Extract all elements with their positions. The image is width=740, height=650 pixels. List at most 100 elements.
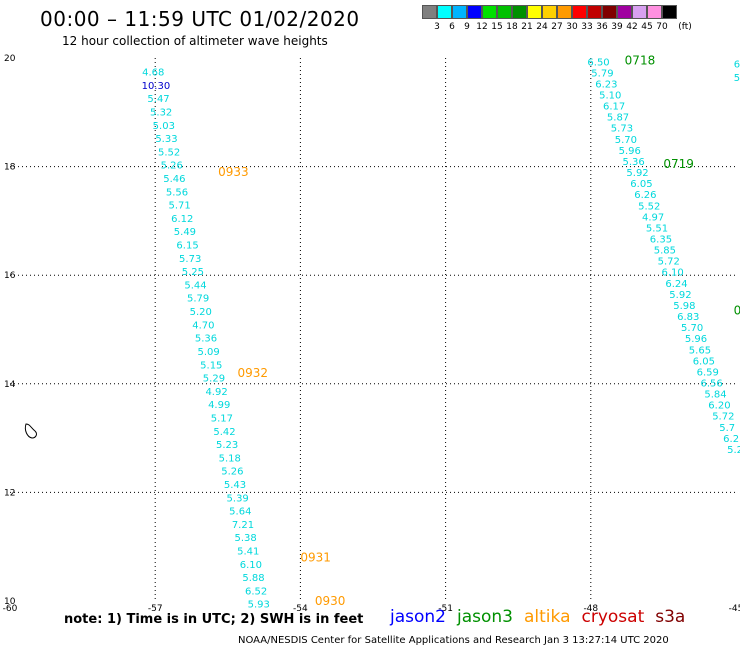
- y-tick-label: 20: [4, 54, 16, 64]
- satellite-key-jason2: jason2: [390, 607, 446, 627]
- legend-swatch: [497, 5, 512, 19]
- swh-value: 5.7: [719, 423, 735, 434]
- swh-value: 5.70: [681, 323, 703, 334]
- legend-swatch: [602, 5, 617, 19]
- swh-value: 10.30: [142, 81, 171, 92]
- swh-value: 5.64: [229, 507, 251, 518]
- footer-note: note: 1) Time is in UTC; 2) SWH is in fe…: [64, 612, 364, 627]
- swh-value: 5.2: [727, 445, 740, 456]
- swh-value: 4.92: [205, 387, 227, 398]
- legend-label: 33: [581, 22, 593, 32]
- legend-swatch: [617, 5, 632, 19]
- track-altika: 4.68 10.30 5.47 5.32 5.03 5.33 5.52 5.26 5.46 5.5…: [142, 68, 346, 611]
- y-tick-label: 18: [4, 163, 16, 173]
- legend-swatch: [452, 5, 467, 19]
- legend-label: 3: [434, 22, 440, 32]
- swh-value: 5.17: [211, 413, 233, 424]
- x-tick-label: -54: [293, 604, 308, 614]
- legend-label: 70: [656, 22, 668, 32]
- swh-value: 5.71: [169, 201, 191, 212]
- swh-value: 6.52: [245, 586, 267, 597]
- swh-value: 5.92: [626, 168, 648, 179]
- swh-value: 5.26: [161, 161, 183, 172]
- swh-value: 6.2: [723, 434, 739, 445]
- swh-value: 5.42: [213, 427, 235, 438]
- legend-swatch: [572, 5, 587, 19]
- swh-value: 6.20: [708, 401, 730, 412]
- legend-label: 18: [506, 22, 518, 32]
- legend-swatch: [527, 5, 542, 19]
- swh-value: 5.46: [163, 174, 185, 185]
- swh-value: 5.03: [153, 121, 175, 132]
- swh-value: 5.93: [248, 600, 270, 611]
- legend-label: 39: [611, 22, 623, 32]
- time-label: 0933: [218, 165, 249, 179]
- swh-value: 4.99: [208, 400, 230, 411]
- legend-label: 42: [626, 22, 638, 32]
- legend-label: 45: [641, 22, 653, 32]
- chart-subtitle: 12 hour collection of altimeter wave hei…: [62, 34, 328, 48]
- swh-value: 5.88: [242, 573, 264, 584]
- swh-value: 5.70: [615, 135, 637, 146]
- swh-value: 5.52: [158, 147, 180, 158]
- swh-value: 6.24: [665, 279, 687, 290]
- legend-swatch: [632, 5, 647, 19]
- swh-value: 5.10: [599, 90, 621, 101]
- swh-value: 5.85: [654, 246, 676, 257]
- satellite-key: jason2 jason3 altika cryosat s3a: [390, 607, 696, 627]
- x-tick-label: -45: [729, 604, 740, 614]
- swh-value: 5.73: [611, 124, 633, 135]
- x-tick-label: -48: [583, 604, 598, 614]
- axis-ticks: -60 -57 -54 -51 -48 -45 20 18 16 14 12 10: [3, 54, 740, 614]
- swh-value: 5.79: [591, 68, 613, 79]
- swh-value: 5.72: [658, 257, 680, 268]
- swh-value: 5.96: [619, 146, 641, 157]
- swh-value: 5.36: [623, 157, 645, 168]
- legend-swatch: [662, 5, 677, 19]
- time-label: 0931: [300, 551, 331, 565]
- swh-value: 5.44: [184, 280, 206, 291]
- time-label: 0719: [663, 157, 694, 171]
- legend-swatch: [467, 5, 482, 19]
- swh-value: 5.26: [221, 467, 243, 478]
- satellite-key-cryosat: cryosat: [581, 607, 645, 627]
- legend-unit: (ft): [678, 22, 692, 32]
- x-tick-label: -60: [3, 604, 18, 614]
- footer-credit: NOAA/NESDIS Center for Satellite Applica…: [238, 635, 669, 646]
- time-label: 0930: [315, 594, 346, 608]
- swh-value: 6.83: [677, 312, 699, 323]
- swh-value: 6.05: [630, 179, 652, 190]
- swh-value: 7.21: [232, 520, 254, 531]
- swh-value: 5.49: [174, 227, 196, 238]
- swh-value: 5.25: [182, 267, 204, 278]
- swh-value: 6.23: [595, 79, 617, 90]
- swh-value: 5.20: [190, 307, 212, 318]
- y-tick-label: 10: [4, 597, 16, 607]
- swh-value: 6.10: [240, 560, 262, 571]
- time-label: 07: [734, 303, 740, 317]
- swh-value: 5.39: [227, 493, 249, 504]
- y-tick-label: 12: [4, 488, 15, 498]
- swh-value: 5.43: [224, 480, 246, 491]
- swh-value: 5: [734, 73, 740, 84]
- swh-value: 6.12: [171, 214, 193, 225]
- swh-value: 5.98: [673, 301, 695, 312]
- swh-value: 6.35: [650, 234, 672, 245]
- track-jason3: 6.505.796.235.106.175.875.735.705.965.36…: [587, 54, 740, 456]
- swh-value: 5.96: [685, 334, 707, 345]
- swh-value: 6: [734, 59, 740, 70]
- satellite-key-s3a: s3a: [655, 607, 686, 627]
- x-tick-label: -57: [148, 604, 163, 614]
- x-tick-label: -51: [438, 604, 453, 614]
- swh-value: 5.41: [237, 547, 259, 558]
- swh-value: 5.36: [195, 334, 217, 345]
- legend-swatch: [557, 5, 572, 19]
- swh-value: 6.17: [603, 102, 625, 113]
- swh-value: 5.09: [198, 347, 220, 358]
- swh-value: 5.84: [704, 390, 726, 401]
- swh-value: 6.15: [176, 241, 198, 252]
- swh-value: 5.47: [147, 94, 169, 105]
- swh-value: 5.33: [155, 134, 177, 145]
- swh-value: 5.56: [166, 187, 188, 198]
